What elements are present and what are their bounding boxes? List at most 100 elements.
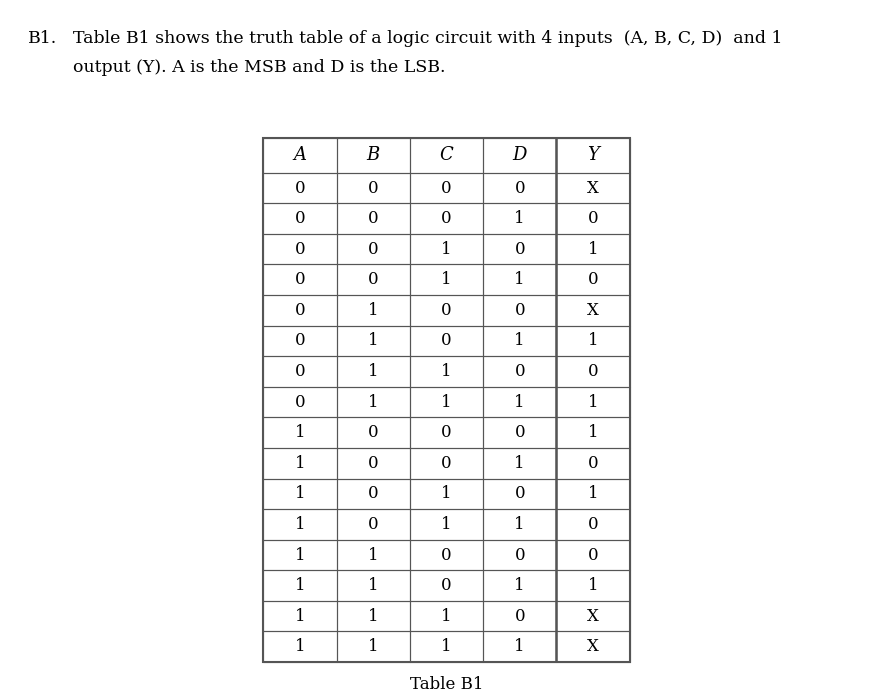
- Bar: [263, 540, 337, 571]
- Bar: [337, 418, 410, 448]
- Text: 1: 1: [514, 210, 525, 227]
- Bar: [337, 138, 410, 173]
- Bar: [410, 540, 483, 571]
- Text: Y: Y: [587, 147, 599, 165]
- Bar: [337, 265, 410, 295]
- Bar: [263, 479, 337, 509]
- Text: 0: 0: [295, 302, 305, 319]
- Text: 1: 1: [441, 638, 452, 655]
- Bar: [483, 540, 556, 571]
- Bar: [263, 173, 337, 204]
- Text: 1: 1: [295, 638, 305, 655]
- Text: 1: 1: [588, 424, 598, 441]
- Bar: [263, 632, 337, 662]
- Bar: [337, 509, 410, 540]
- Bar: [410, 138, 483, 173]
- Bar: [483, 632, 556, 662]
- Text: 0: 0: [588, 455, 598, 472]
- Bar: [337, 357, 410, 387]
- Bar: [483, 509, 556, 540]
- Text: 0: 0: [588, 516, 598, 533]
- Text: 0: 0: [441, 424, 452, 441]
- Text: 1: 1: [441, 271, 452, 288]
- Bar: [483, 357, 556, 387]
- Text: 0: 0: [368, 485, 379, 502]
- Text: 1: 1: [368, 638, 379, 655]
- Text: 0: 0: [368, 240, 379, 258]
- Text: 1: 1: [514, 638, 525, 655]
- Bar: [410, 601, 483, 632]
- Text: 0: 0: [588, 271, 598, 288]
- Bar: [410, 387, 483, 418]
- Bar: [556, 387, 630, 418]
- Bar: [483, 387, 556, 418]
- Text: 0: 0: [514, 607, 525, 625]
- Text: 0: 0: [368, 516, 379, 533]
- Bar: [263, 601, 337, 632]
- Bar: [410, 357, 483, 387]
- Text: 0: 0: [295, 393, 305, 411]
- Text: 0: 0: [368, 455, 379, 472]
- Text: 0: 0: [514, 363, 525, 380]
- Bar: [556, 138, 630, 173]
- Text: 1: 1: [514, 393, 525, 411]
- Bar: [556, 509, 630, 540]
- Text: 0: 0: [441, 546, 452, 564]
- Bar: [337, 601, 410, 632]
- Text: 1: 1: [368, 577, 379, 594]
- Bar: [483, 326, 556, 357]
- Bar: [556, 326, 630, 357]
- Bar: [410, 265, 483, 295]
- Text: 0: 0: [368, 179, 379, 197]
- Bar: [263, 138, 630, 662]
- Bar: [483, 173, 556, 204]
- Bar: [483, 571, 556, 601]
- Text: A: A: [294, 147, 306, 165]
- Bar: [483, 204, 556, 234]
- Bar: [263, 265, 337, 295]
- Text: 0: 0: [295, 210, 305, 227]
- Text: 1: 1: [514, 455, 525, 472]
- Bar: [483, 138, 556, 173]
- Bar: [263, 138, 337, 173]
- Text: Table B1: Table B1: [410, 676, 483, 693]
- Text: 0: 0: [514, 424, 525, 441]
- Text: 1: 1: [588, 240, 598, 258]
- Text: 0: 0: [514, 546, 525, 564]
- Bar: [410, 632, 483, 662]
- Text: 0: 0: [295, 332, 305, 350]
- Text: 0: 0: [514, 485, 525, 502]
- Text: 0: 0: [295, 179, 305, 197]
- Bar: [337, 326, 410, 357]
- Bar: [337, 204, 410, 234]
- Text: 0: 0: [368, 271, 379, 288]
- Text: 1: 1: [441, 485, 452, 502]
- Text: 0: 0: [441, 332, 452, 350]
- Bar: [556, 204, 630, 234]
- Bar: [410, 204, 483, 234]
- Text: 0: 0: [368, 424, 379, 441]
- Bar: [556, 448, 630, 479]
- Bar: [556, 357, 630, 387]
- Bar: [410, 509, 483, 540]
- Bar: [337, 234, 410, 265]
- Text: 1: 1: [295, 516, 305, 533]
- Text: 1: 1: [441, 240, 452, 258]
- Bar: [263, 357, 337, 387]
- Bar: [483, 601, 556, 632]
- Text: 0: 0: [441, 179, 452, 197]
- Bar: [337, 387, 410, 418]
- Text: 1: 1: [588, 577, 598, 594]
- Bar: [556, 265, 630, 295]
- Bar: [263, 509, 337, 540]
- Text: 1: 1: [441, 363, 452, 380]
- Text: X: X: [587, 302, 599, 319]
- Bar: [556, 601, 630, 632]
- Text: B: B: [367, 147, 380, 165]
- Bar: [556, 479, 630, 509]
- Text: 1: 1: [368, 302, 379, 319]
- Text: 1: 1: [588, 393, 598, 411]
- Text: 0: 0: [441, 210, 452, 227]
- Bar: [337, 571, 410, 601]
- Bar: [556, 173, 630, 204]
